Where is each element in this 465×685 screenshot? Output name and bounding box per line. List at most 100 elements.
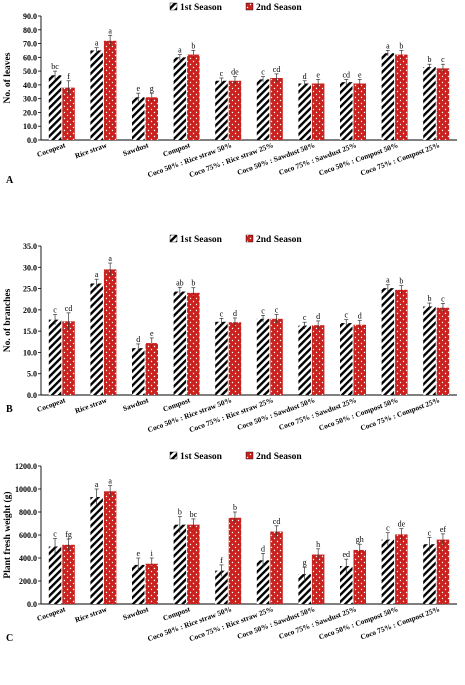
bar bbox=[423, 306, 436, 395]
bar bbox=[48, 319, 62, 395]
bar bbox=[48, 546, 62, 604]
legend-label-2: 2nd Season bbox=[256, 3, 302, 13]
significance-letter: e bbox=[316, 70, 320, 79]
bar bbox=[395, 534, 408, 604]
y-tick-label: 400.0 bbox=[19, 554, 37, 563]
category-label: Rice straw bbox=[74, 140, 109, 160]
y-tick-label: 50.0 bbox=[23, 67, 37, 76]
bar bbox=[215, 570, 228, 604]
bar bbox=[90, 50, 103, 140]
significance-letter: b bbox=[191, 279, 195, 288]
bar bbox=[132, 348, 145, 395]
bar bbox=[256, 560, 270, 604]
significance-letter: c bbox=[53, 529, 57, 538]
significance-letter: d bbox=[358, 312, 362, 321]
bar bbox=[436, 307, 450, 395]
significance-letter: e bbox=[358, 70, 362, 79]
bar bbox=[311, 554, 325, 604]
bar bbox=[48, 75, 62, 140]
bar bbox=[62, 321, 75, 395]
y-tick-label: 200.0 bbox=[19, 577, 37, 586]
y-tick-label: 40.0 bbox=[23, 81, 37, 90]
panel-label: C bbox=[6, 633, 13, 644]
bar bbox=[256, 79, 270, 140]
bar bbox=[395, 54, 408, 141]
significance-letter: d bbox=[136, 335, 140, 344]
y-tick-label: 60.0 bbox=[23, 53, 37, 62]
significance-letter: b bbox=[427, 55, 431, 64]
significance-letter: b bbox=[399, 277, 403, 286]
bar bbox=[270, 531, 283, 604]
significance-letter: c bbox=[428, 528, 432, 537]
y-tick-label: 10.0 bbox=[23, 122, 37, 131]
bar bbox=[353, 83, 366, 140]
y-tick-label: 20.0 bbox=[23, 108, 37, 117]
significance-letter: b bbox=[399, 41, 403, 50]
y-tick-label: 800.0 bbox=[19, 508, 37, 517]
bar bbox=[173, 291, 187, 395]
significance-letter: b bbox=[427, 294, 431, 303]
significance-letter: d bbox=[261, 544, 265, 553]
bar bbox=[103, 40, 117, 140]
legend-swatch-1 bbox=[169, 2, 178, 11]
significance-letter: d bbox=[316, 312, 320, 321]
bar bbox=[145, 343, 158, 395]
bar bbox=[103, 491, 117, 604]
chart-panel-c: 0.0 200.0 400.0 600.0 800.0 1000.0 1200.0 Plant… bbox=[2, 451, 457, 644]
legend-label-1: 1st Season bbox=[180, 452, 223, 462]
significance-letter: e bbox=[136, 84, 140, 93]
y-tick-label: 30.0 bbox=[23, 263, 37, 272]
bar bbox=[90, 283, 103, 395]
significance-letter: gh bbox=[356, 535, 364, 544]
category-label: Sawdust bbox=[122, 604, 151, 622]
legend-swatch-2 bbox=[245, 451, 254, 460]
bar bbox=[395, 289, 408, 395]
legend-label-2: 2nd Season bbox=[256, 452, 302, 462]
y-tick-label: 1200.0 bbox=[15, 462, 37, 471]
bar bbox=[132, 564, 145, 604]
significance-letter: c bbox=[220, 69, 224, 78]
significance-letter: cd bbox=[273, 517, 281, 526]
bar bbox=[381, 53, 395, 141]
significance-letter: g bbox=[303, 558, 307, 567]
significance-letter: ed bbox=[342, 550, 350, 559]
significance-letter: e bbox=[136, 549, 140, 558]
y-axis-label: Plant fresh weight (g) bbox=[2, 491, 13, 578]
bar bbox=[132, 97, 145, 140]
legend-swatch-2 bbox=[245, 234, 254, 243]
significance-letter: ef bbox=[440, 525, 447, 534]
significance-letter: c bbox=[441, 55, 445, 64]
legend-label-1: 1st Season bbox=[180, 235, 223, 245]
significance-letter: c bbox=[261, 68, 265, 77]
chart-panel-a: 0.0 10.0 20.0 30.0 40.0 50.0 60.0 70.0 80.0 90.0 N… bbox=[3, 2, 457, 186]
bar bbox=[381, 539, 395, 604]
y-tick-label: 80.0 bbox=[23, 26, 37, 35]
y-tick-label: 15.0 bbox=[23, 327, 37, 336]
significance-letter: cd bbox=[273, 65, 281, 74]
bar bbox=[173, 57, 187, 141]
y-tick-label: 30.0 bbox=[23, 95, 37, 104]
bar bbox=[381, 288, 395, 395]
bar bbox=[340, 566, 353, 604]
significance-letter: ab bbox=[176, 278, 184, 287]
significance-letter: g bbox=[150, 84, 154, 93]
y-tick-label: 5.0 bbox=[27, 370, 37, 379]
bar bbox=[228, 80, 242, 140]
significance-letter: cd bbox=[65, 304, 73, 313]
legend-label-1: 1st Season bbox=[180, 3, 223, 13]
y-tick-label: 1000.0 bbox=[15, 485, 37, 494]
y-axis-label: No. of branches bbox=[3, 288, 13, 352]
significance-letter: c bbox=[386, 524, 390, 533]
significance-letter: c bbox=[220, 309, 224, 318]
y-tick-label: 20.0 bbox=[23, 306, 37, 315]
bar bbox=[436, 539, 450, 604]
bar bbox=[311, 325, 325, 395]
significance-letter: a bbox=[95, 270, 99, 279]
category-label: Cocopeat bbox=[36, 140, 67, 159]
significance-letter: fg bbox=[65, 530, 72, 539]
significance-letter: d bbox=[233, 309, 237, 318]
significance-letter: c bbox=[344, 311, 348, 320]
y-tick-label: 0.0 bbox=[27, 600, 37, 609]
bar bbox=[423, 66, 436, 140]
significance-letter: b bbox=[233, 503, 237, 512]
